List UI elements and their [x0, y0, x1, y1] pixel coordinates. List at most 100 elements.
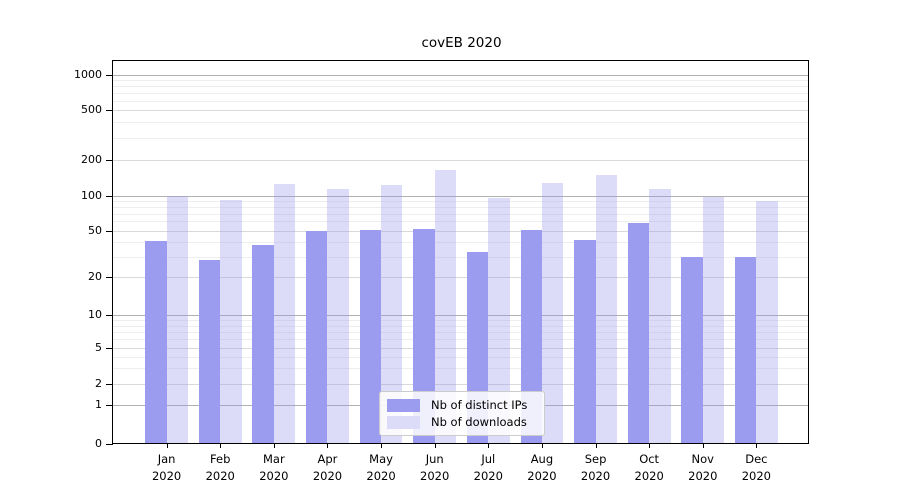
- gridline-minor-30: [113, 256, 809, 258]
- x-tick-label-month: Oct: [639, 452, 660, 466]
- gridline-minor-800: [113, 86, 809, 88]
- gridline-y-5: [113, 348, 809, 349]
- y-axis-tick-label: 20: [88, 270, 102, 283]
- bar-downloads-oct: [649, 189, 671, 444]
- y-axis-tick-label: 2: [95, 377, 102, 390]
- x-tick-label-month: Jul: [481, 452, 496, 466]
- x-tick-label-month: Mar: [262, 452, 285, 466]
- y-tick-mark-100: [106, 195, 113, 197]
- y-tick-mark-10: [106, 315, 113, 316]
- x-tick-label-year: 2020: [259, 469, 289, 483]
- y-tick-mark-50: [106, 230, 113, 232]
- x-tick-label-apr: Apr 2020: [299, 451, 355, 485]
- gridline-y-2: [113, 384, 809, 385]
- x-tick-label-dec: Dec 2020: [728, 451, 784, 485]
- x-tick-label-year: 2020: [580, 469, 611, 483]
- bar-distinct-ips-apr: [306, 230, 328, 444]
- x-tick-label-year: 2020: [312, 469, 343, 483]
- bar-distinct-ips-dec: [734, 256, 757, 444]
- gridline-minor-6: [113, 339, 809, 341]
- x-tick-label-year: 2020: [473, 469, 503, 483]
- y-tick-mark-5: [106, 348, 113, 349]
- legend-swatch-distinct-ips-icon: [387, 398, 420, 412]
- x-tick-label-month: Jan: [157, 452, 176, 466]
- x-tick-label-oct: Oct 2020: [621, 451, 677, 485]
- y-tick-mark-200: [106, 160, 113, 161]
- legend-swatch-downloads-icon: [387, 415, 420, 429]
- bar-distinct-ips-oct: [627, 223, 650, 444]
- y-tick-mark-2: [106, 384, 113, 385]
- legend-item-distinct-ips: Nb of distinct IPs: [387, 397, 536, 412]
- x-tick-label-year: 2020: [151, 469, 182, 483]
- bar-downloads-jul: [488, 197, 510, 444]
- y-tick-mark-1000: [106, 75, 113, 76]
- x-tick-label-jan: Jan 2020: [139, 451, 195, 485]
- y-axis-tick-label: 200: [81, 153, 102, 166]
- x-tick-label-month: Jun: [425, 452, 444, 466]
- x-tick-mark-jan: [166, 444, 168, 448]
- bar-downloads-apr: [327, 188, 349, 444]
- bar-downloads-jan: [166, 195, 188, 444]
- x-tick-mark-may: [381, 444, 383, 448]
- bar-downloads-aug: [541, 182, 564, 444]
- bar-downloads-jun: [434, 169, 457, 444]
- y-axis-tick-label: 0: [95, 436, 102, 450]
- x-tick-label-year: 2020: [741, 469, 772, 483]
- x-tick-label-sep: Sep 2020: [568, 451, 624, 485]
- chart-title: covEB 2020: [421, 35, 502, 51]
- bar-downloads-feb: [220, 199, 242, 444]
- x-tick-mark-sep: [595, 444, 597, 448]
- bar-distinct-ips-feb: [198, 259, 221, 444]
- gridline-y-100: [113, 195, 809, 197]
- y-tick-mark-0: [106, 443, 113, 445]
- y-axis-tick-label: 10: [88, 308, 102, 321]
- legend-item-downloads: Nb of downloads: [387, 414, 536, 429]
- x-tick-mark-mar: [273, 444, 275, 448]
- x-tick-label-month: Dec: [745, 452, 768, 466]
- gridline-minor-900: [113, 80, 809, 82]
- y-axis-tick-label: 5: [95, 341, 102, 354]
- gridline-minor-8: [113, 325, 809, 327]
- x-tick-label-month: May: [369, 452, 393, 466]
- bar-downloads-mar: [273, 183, 296, 444]
- x-tick-label-feb: Feb 2020: [192, 451, 248, 485]
- gridline-minor-3: [113, 368, 809, 370]
- gridline-minor-4: [113, 356, 809, 358]
- x-tick-mark-aug: [541, 444, 543, 448]
- gridline-minor-90: [113, 201, 809, 203]
- x-tick-label-month: Apr: [317, 452, 338, 466]
- x-tick-mark-dec: [756, 444, 758, 448]
- x-tick-label-year: 2020: [205, 469, 235, 483]
- x-tick-mark-jul: [488, 444, 490, 448]
- x-tick-label-year: 2020: [634, 469, 664, 483]
- x-tick-mark-apr: [327, 444, 329, 448]
- x-tick-label-year: 2020: [688, 469, 718, 483]
- bar-distinct-ips-may: [359, 229, 382, 444]
- x-tick-label-jun: Jun 2020: [407, 451, 463, 485]
- bar-distinct-ips-jan: [145, 240, 167, 444]
- x-tick-label-month: Nov: [691, 452, 714, 466]
- x-tick-label-year: 2020: [366, 469, 396, 483]
- gridline-y-20: [113, 277, 809, 278]
- y-tick-mark-1: [106, 405, 113, 406]
- gridline-minor-70: [113, 213, 809, 215]
- gridline-minor-600: [113, 100, 809, 102]
- bar-distinct-ips-aug: [520, 229, 542, 444]
- y-axis-tick-label: 100: [81, 188, 102, 202]
- x-tick-label-mar: Mar 2020: [246, 451, 302, 485]
- legend: Nb of distinct IPs Nb of downloads: [379, 391, 545, 436]
- gridline-minor-60: [113, 221, 809, 223]
- bar-distinct-ips-nov: [681, 256, 703, 444]
- gridline-minor-9: [113, 320, 809, 322]
- x-tick-label-year: 2020: [420, 469, 450, 483]
- gridline-minor-80: [113, 206, 809, 208]
- x-tick-label-jul: Jul 2020: [460, 451, 516, 485]
- x-tick-mark-oct: [649, 444, 651, 448]
- y-axis-tick-label: 1: [95, 398, 102, 411]
- y-tick-mark-20: [106, 277, 113, 278]
- legend-label-distinct-ips: Nb of distinct IPs: [431, 397, 528, 412]
- legend-label-downloads: Nb of downloads: [431, 414, 527, 429]
- x-tick-mark-jun: [434, 444, 436, 448]
- gridline-minor-400: [113, 122, 809, 124]
